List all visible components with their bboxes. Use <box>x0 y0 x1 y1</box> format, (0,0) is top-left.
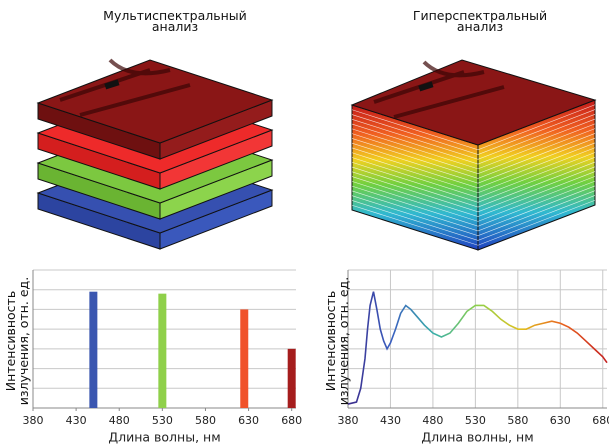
x-axis-label: Длина волны, нм <box>108 430 220 445</box>
chart: 380 430 480 530 580 630 680 Длина волны, нм 380 4… <box>0 0 609 445</box>
x-tick-label: 430 <box>66 414 87 427</box>
chart-title: Мультиспектральный анализ <box>100 10 250 32</box>
x-tick-label: 380 <box>338 414 359 427</box>
y-axis-label: Интенсивность излучения, отн. ед. <box>4 271 30 411</box>
bar <box>89 292 97 408</box>
line <box>348 292 607 404</box>
x-tick-label: 530 <box>465 414 486 427</box>
x-tick-label: 380 <box>23 414 44 427</box>
x-tick-label: 580 <box>507 414 528 427</box>
bar <box>288 349 296 408</box>
x-tick-label: 630 <box>238 414 259 427</box>
x-tick-label: 630 <box>550 414 571 427</box>
x-tick-label: 680 <box>592 414 609 427</box>
y-axis-label: Интенсивность излучения, отн. ед. <box>324 271 350 411</box>
x-axis-label: Длина волны, нм <box>421 430 533 445</box>
x-tick-label: 430 <box>380 414 401 427</box>
x-tick-label: 580 <box>195 414 216 427</box>
x-tick-label: 480 <box>422 414 443 427</box>
bar <box>158 294 166 408</box>
figure: 380 430 480 530 580 630 680 Длина волны, нм 380 4… <box>0 0 609 445</box>
x-tick-label: 480 <box>109 414 130 427</box>
x-tick-label: 680 <box>281 414 302 427</box>
illustration <box>38 60 595 250</box>
bar <box>240 309 248 408</box>
chart-title: Гиперспектральный анализ <box>405 10 555 32</box>
x-tick-label: 530 <box>152 414 173 427</box>
